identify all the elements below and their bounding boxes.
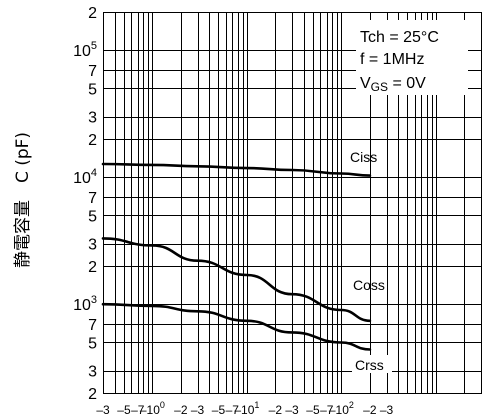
x-tick-label: –7 — [320, 403, 334, 417]
series-label-crss: Crss — [355, 357, 384, 373]
x-tick-label: –3 — [380, 403, 394, 417]
y-tick-label: 2 — [88, 5, 97, 22]
condition-frequency: f = 1MHz — [360, 51, 424, 68]
x-tick-label: –100 — [140, 400, 165, 417]
series-label-coss: Coss — [353, 277, 385, 293]
y-tick-label: 103 — [73, 294, 97, 314]
y-tick-label: 5 — [88, 335, 97, 352]
y-axis-title: 静電容量 C (pF) — [13, 132, 33, 268]
x-tick-label: –7 — [226, 403, 240, 417]
plot-frame — [103, 12, 482, 394]
x-tick-label: –3 — [285, 403, 299, 417]
conditions-box — [356, 20, 468, 95]
x-tick-label: –2 — [269, 403, 283, 417]
y-tick-label: 5 — [88, 81, 97, 98]
x-tick-label: –5 — [306, 403, 320, 417]
series-line-crss — [101, 302, 372, 351]
x-tick-label: –7 — [131, 403, 145, 417]
crss-label-background — [352, 355, 392, 373]
condition-vgs: VGS = 0V — [360, 75, 426, 94]
x-tick-label: –101 — [234, 400, 259, 417]
y-tick-label: 2 — [88, 132, 97, 149]
y-tick-label: 2 — [88, 386, 97, 403]
series-label-ciss: Ciss — [350, 149, 377, 165]
series-line-coss — [101, 237, 372, 323]
y-tick-label: 5 — [88, 208, 97, 225]
x-tick-label: –2 — [174, 403, 188, 417]
x-tick-label: –3 — [96, 403, 110, 417]
y-tick-label: 104 — [73, 167, 97, 187]
x-tick-label: –2 — [363, 403, 377, 417]
y-tick-label: 3 — [88, 110, 97, 127]
series-line-ciss — [101, 162, 372, 177]
series-lines — [101, 162, 372, 351]
y-tick-label: 7 — [88, 63, 97, 80]
x-tick-labels: –3 –5 –7–100 –2 –3 –5 –7–101 –2 –3 –5 –7–102 –2 –3 — [96, 400, 393, 417]
x-tick-label: –5 — [212, 403, 226, 417]
y-tick-label: 105 — [73, 40, 97, 60]
x-tick-label: –5 — [117, 403, 131, 417]
condition-temperature: Tch = 25°C — [360, 29, 439, 46]
y-tick-label: 3 — [88, 237, 97, 254]
x-tick-label: –102 — [329, 400, 354, 417]
y-tick-label: 7 — [88, 317, 97, 334]
x-tick-label: –3 — [191, 403, 205, 417]
y-tick-label: 3 — [88, 364, 97, 381]
y-tick-label: 2 — [88, 259, 97, 276]
y-tick-label: 7 — [88, 190, 97, 207]
